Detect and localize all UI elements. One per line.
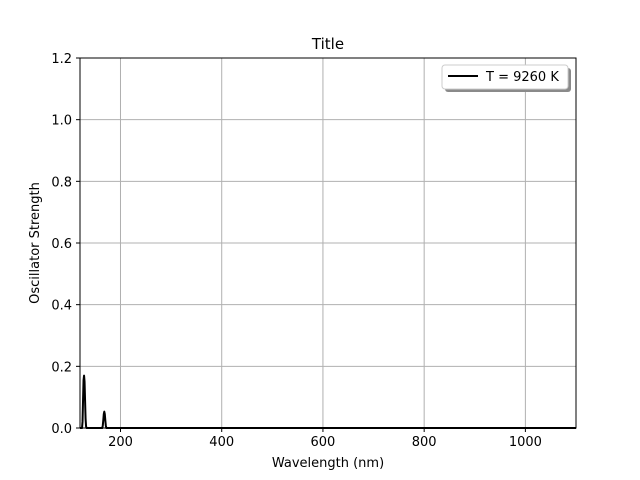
- y-tick-label: 0.0: [51, 422, 72, 437]
- grid: [80, 57, 576, 429]
- y-tick-label: 0.2: [51, 360, 72, 375]
- ticks: 200 400 600 800 1000 0.0 0.2 0.4 0.6 0.8 1.0 1.2: [51, 52, 542, 450]
- x-axis-label: Wavelength (nm): [272, 456, 384, 471]
- y-tick-label: 0.4: [51, 299, 72, 314]
- x-tick-label: 800: [412, 435, 437, 450]
- legend-box: [441, 64, 569, 90]
- legend-entry-label: T = 9260 K: [485, 70, 559, 85]
- x-tick-label: 400: [209, 435, 234, 450]
- legend: T = 9260 K: [441, 64, 571, 92]
- y-axis-label: Oscillator Strength: [28, 182, 43, 304]
- y-tick-label: 1.2: [51, 52, 72, 67]
- x-tick-label: 200: [108, 435, 133, 450]
- x-tick-label: 1000: [509, 435, 542, 450]
- x-tick-label: 600: [311, 435, 336, 450]
- y-tick-label: 0.8: [51, 175, 72, 190]
- chart-title: Title: [311, 35, 344, 53]
- y-tick-label: 0.6: [51, 237, 72, 252]
- y-tick-label: 1.0: [51, 114, 72, 129]
